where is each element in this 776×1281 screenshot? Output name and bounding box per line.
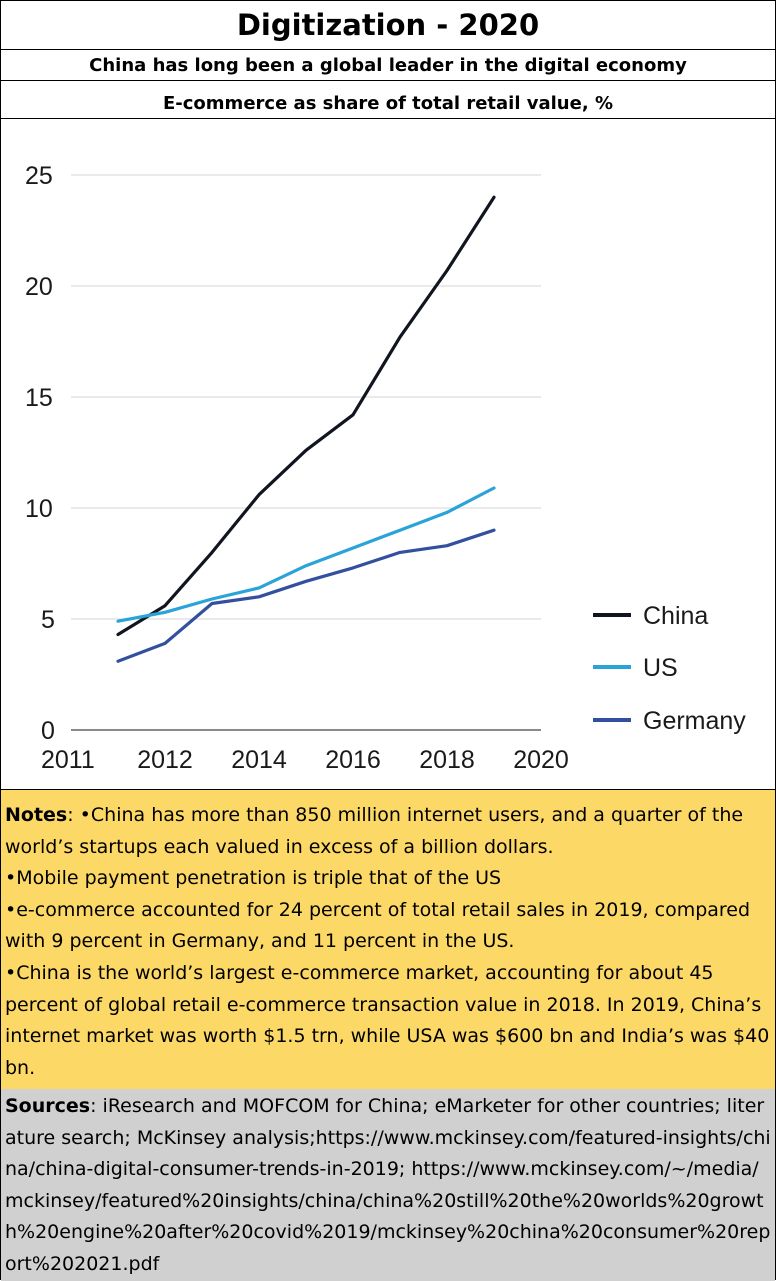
notes-line-2: •Mobile payment penetration is triple th… [5,867,502,890]
series-line-germany [116,528,496,663]
sources-panel: Sources: iResearch and MOFCOM for China;… [1,1089,775,1281]
x-tick-label: 2012 [137,746,193,774]
legend-label-china: China [643,602,708,630]
subtitle: China has long been a global leader in t… [1,50,775,81]
sources-text: : iResearch and MOFCOM for China; eMarke… [5,1095,771,1275]
x-tick-label: 2020 [513,746,569,774]
notes-line-1: : •China has more than 850 million inter… [5,804,744,858]
y-tick-label: 0 [41,717,55,745]
y-tick-label: 20 [25,273,53,301]
x-tick-label: 2014 [231,746,287,774]
line-chart: 0 5 10 15 20 25 2011 2012 2014 2016 2018 2020 China U… [25,162,746,774]
notes-label: Notes [5,804,68,826]
x-tick-label: 2011 [41,746,95,774]
y-tick-label: 5 [41,606,55,634]
y-tick-label: 25 [25,162,53,190]
chart-title: E-commerce as share of total retail valu… [1,88,775,119]
notes-panel: Notes: •China has more than 850 million … [1,789,775,1099]
y-tick-label: 10 [25,495,53,523]
y-tick-label: 15 [25,384,53,412]
series-line-china [116,195,496,637]
notes-line-4: •China is the world’s largest e-commerce… [5,961,770,1079]
page-title: Digitization - 2020 [1,1,775,50]
x-tick-label: 2016 [325,746,381,774]
sources-label: Sources [5,1095,91,1117]
notes-line-3: •e-commerce accounted for 24 percent of … [5,898,751,953]
x-tick-label: 2018 [419,746,475,774]
legend-label-us: US [643,654,678,682]
series-line-us [116,486,496,623]
legend-label-germany: Germany [643,707,746,735]
